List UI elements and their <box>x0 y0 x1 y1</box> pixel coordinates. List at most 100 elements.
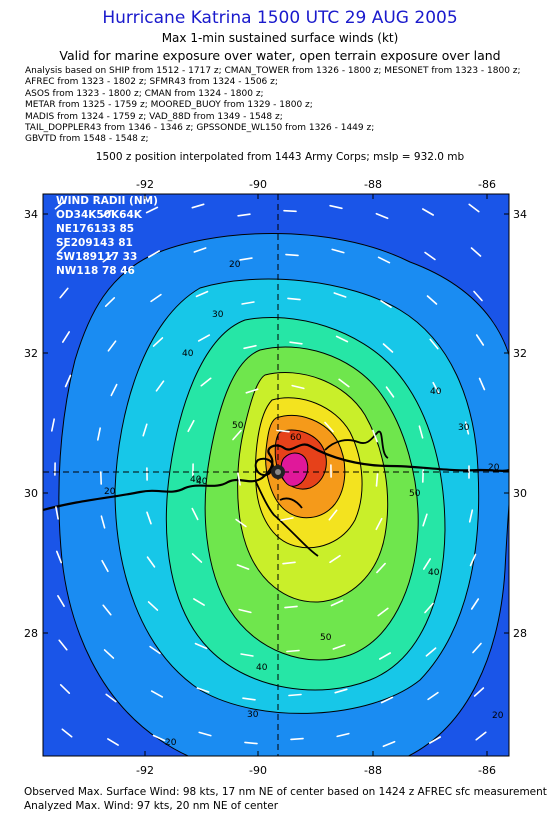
wind-barb <box>197 334 211 342</box>
wind-barb <box>191 553 203 563</box>
wind-barb <box>104 297 116 307</box>
wind-barb <box>425 647 437 657</box>
mississippi-coast <box>324 430 389 459</box>
wind-barbs <box>50 200 487 748</box>
wind-barb <box>54 200 66 210</box>
wind-barb <box>372 429 378 443</box>
wind-barb <box>329 554 341 564</box>
wind-barb <box>380 696 394 704</box>
wind-barb <box>324 421 334 433</box>
contour-label: 40 <box>190 475 202 485</box>
source-line: Analysis based on SHIP from 1512 - 1717 … <box>25 66 521 76</box>
wind-barb <box>328 509 338 521</box>
wind-barb <box>148 250 160 258</box>
wind-barb <box>191 507 199 521</box>
wind-barb <box>237 213 251 217</box>
wind-barb <box>59 683 71 695</box>
wind-barb <box>191 203 205 209</box>
wind-barb <box>335 335 349 343</box>
x-tick-top: -86 <box>478 178 496 191</box>
wind-radii-title: WIND RADII (NM) <box>56 195 158 207</box>
wind-barb <box>243 344 257 350</box>
wind-barb <box>150 690 164 698</box>
contour-label: 40 <box>256 663 268 673</box>
wind-barb <box>107 738 119 746</box>
wind-barb <box>283 209 297 213</box>
coastline <box>43 443 509 512</box>
wind-barb <box>429 338 439 350</box>
wind-barb <box>149 645 161 655</box>
contour-label: 20 <box>229 260 241 270</box>
wind-barb <box>102 604 112 616</box>
wind-contour-field: 20 20 30 40 50 40 60 40 30 20 50 40 20 30 40 50 40 20 WIN… <box>43 194 509 756</box>
wind-barb <box>380 300 392 308</box>
x-tick-bottom: -90 <box>249 764 267 777</box>
wind-barb <box>377 607 389 617</box>
y-tick-left: 28 <box>24 627 38 640</box>
wind-barb <box>421 208 435 216</box>
tick-marks <box>43 194 509 756</box>
contour-label: 30 <box>247 710 259 720</box>
contour-label: 60 <box>290 433 302 443</box>
wind-barb <box>142 423 148 437</box>
wind-barb <box>59 287 69 299</box>
wind-barb <box>432 381 440 395</box>
wind-barb <box>469 553 477 567</box>
wind-radii-ne: NE176133 85 <box>56 223 134 235</box>
wind-barb <box>330 599 344 607</box>
x-tick-top: -90 <box>249 178 267 191</box>
source-line: GBVTD from 1548 - 1548 z; <box>25 134 149 145</box>
wind-barb <box>242 697 256 701</box>
observed-max-wind: Observed Max. Surface Wind: 98 kts, 17 n… <box>24 786 547 798</box>
wind-barb <box>338 378 350 388</box>
wind-barb <box>473 290 483 302</box>
source-line: TAIL_DOPPLER43 from 1346 - 1346 z; GPSSO… <box>25 123 375 134</box>
analyzed-max-wind: Analyzed Max. Wind: 97 kts, 20 nm NE of … <box>24 800 279 812</box>
contour-labels: 20 20 30 40 50 40 60 40 30 20 50 40 20 30 40 50 40 20 <box>104 260 504 748</box>
wind-barb <box>103 649 115 659</box>
wind-barb <box>475 731 487 741</box>
contour-label: 20 <box>488 463 500 473</box>
wind-barb <box>375 212 389 220</box>
wind-barb <box>194 642 208 650</box>
contour-label: 30 <box>212 310 224 320</box>
wind-barb <box>286 649 300 653</box>
wind-radii-nw: NW118 78 46 <box>56 265 135 277</box>
wind-barb <box>288 693 302 697</box>
wind-barb <box>105 693 117 703</box>
river-delta <box>254 479 319 557</box>
wind-barb <box>468 509 474 523</box>
wind-radii-header: OD34K50K64K <box>56 209 143 221</box>
analysis-sources: Analysis based on SHIP from 1512 - 1717 … <box>25 66 521 146</box>
wind-barb <box>333 292 347 298</box>
position-note: 1500 z position interpolated from 1443 A… <box>95 151 465 163</box>
wind-barb <box>97 427 101 441</box>
wind-barb <box>424 602 434 614</box>
wind-barb <box>424 251 436 261</box>
lake-pontchartrain <box>254 457 274 476</box>
contour-label: 40 <box>430 387 442 397</box>
x-tick-top: -88 <box>364 178 382 191</box>
wind-barb <box>382 740 396 748</box>
wind-barb <box>464 421 470 435</box>
wind-barb <box>478 377 486 391</box>
wind-barb <box>56 244 68 254</box>
contour-label: 50 <box>320 633 332 643</box>
wind-barb <box>146 511 152 525</box>
wind-barb <box>101 559 109 573</box>
wind-barb <box>285 253 299 257</box>
wind-barb <box>110 383 118 397</box>
wind-radii-se: SE209143 81 <box>56 237 133 249</box>
wind-barb <box>198 731 212 737</box>
wind-barb <box>422 558 432 570</box>
wind-barb <box>57 594 65 608</box>
wind-barb <box>336 732 350 738</box>
wind-barb <box>332 644 346 650</box>
wind-barb <box>240 653 254 657</box>
wind-barb <box>100 209 112 219</box>
wind-barb <box>187 419 195 433</box>
wind-barb <box>102 253 114 263</box>
wind-barb <box>193 247 207 253</box>
contour-label: 40 <box>428 568 440 578</box>
contour-label: 20 <box>492 711 504 721</box>
